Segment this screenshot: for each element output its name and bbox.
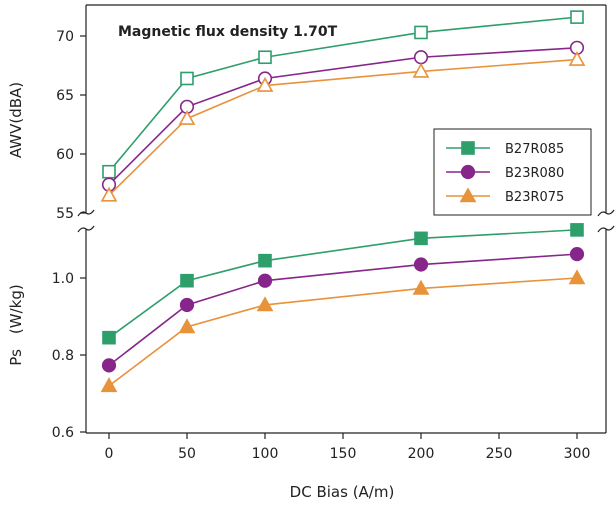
data-point-awv-b27r085 [414, 25, 428, 40]
data-point-awv-b27r085 [570, 10, 584, 24]
legend-marker-b27r085 [461, 141, 475, 155]
data-point-awv-b23r075 [100, 186, 118, 202]
series-line-ps-b27r085 [108, 229, 578, 339]
x-tick-label: 250 [486, 446, 513, 462]
x-tick-label: 0 [105, 446, 114, 462]
data-point-awv-b23r075 [256, 76, 274, 92]
x-tick-label: 100 [252, 446, 279, 462]
legend-label-b23r080: B23R080 [505, 166, 564, 181]
y-tick-label-awv: 55 [56, 206, 74, 222]
data-point-awv-b27r085 [102, 164, 116, 179]
y-tick-label-ps: 0.8 [52, 348, 74, 364]
data-point-ps-b23r075 [568, 269, 586, 285]
legend-marker-b23r080 [460, 164, 476, 180]
series-layer [100, 10, 586, 393]
axis-break-right-bottom [597, 225, 615, 233]
data-point-ps-b23r075 [412, 279, 430, 295]
data-point-awv-b27r085 [258, 50, 272, 65]
data-point-awv-b27r085 [180, 71, 194, 86]
legend-label-b23r075: B23R075 [505, 190, 564, 205]
y-tick-label-ps: 0.6 [52, 425, 74, 441]
legend-marker-b23r075 [459, 187, 477, 203]
data-point-ps-b27r085 [570, 223, 584, 237]
y-axis-label-ps: Ps (W/kg) [7, 284, 25, 365]
x-tick-label: 50 [178, 446, 196, 462]
y-tick-label-awv: 60 [56, 147, 74, 163]
plot-frame [77, 4, 615, 434]
data-point-awv-b23r075 [568, 50, 586, 66]
x-tick-label: 200 [408, 446, 435, 462]
axis-break-right-top [597, 209, 615, 217]
legend: B27R085 B23R080 B23R075 [433, 128, 592, 216]
axis-break-left-bottom [77, 225, 95, 233]
data-point-ps-b23r075 [178, 318, 196, 334]
legend-label-b27r085: B27R085 [505, 142, 564, 157]
annotation: Magnetic flux density 1.70T [118, 24, 338, 40]
data-point-awv-b23r080 [413, 50, 429, 65]
data-point-ps-b23r080 [101, 358, 117, 373]
data-point-ps-b23r080 [569, 247, 585, 262]
data-point-ps-b27r085 [102, 330, 116, 345]
data-point-awv-b23r075 [178, 109, 196, 125]
data-point-ps-b27r085 [258, 253, 272, 268]
data-point-ps-b23r080 [257, 273, 273, 288]
data-point-ps-b23r080 [413, 257, 429, 272]
ticks: 55 60 65 70 0.6 0.8 1.0 0 50 100 150 200 250 300 [52, 29, 591, 462]
series-line-ps-b23r080 [108, 253, 578, 367]
y-tick-label-ps: 1.0 [52, 271, 74, 287]
x-tick-label: 300 [564, 446, 591, 462]
y-axis-label-awv: AWV(dBA) [7, 82, 25, 158]
data-point-ps-b23r075 [100, 377, 118, 393]
data-point-ps-b27r085 [414, 231, 428, 246]
data-point-ps-b27r085 [180, 273, 194, 288]
data-point-ps-b23r080 [179, 297, 195, 313]
x-tick-label: 150 [330, 446, 357, 462]
data-point-ps-b23r075 [256, 296, 274, 312]
y-tick-label-awv: 65 [56, 88, 74, 104]
series-line-ps-b23r075 [108, 277, 578, 387]
x-axis-label: DC Bias (A/m) [290, 483, 395, 501]
y-tick-label-awv: 70 [56, 29, 74, 45]
data-point-awv-b23r075 [412, 62, 430, 78]
